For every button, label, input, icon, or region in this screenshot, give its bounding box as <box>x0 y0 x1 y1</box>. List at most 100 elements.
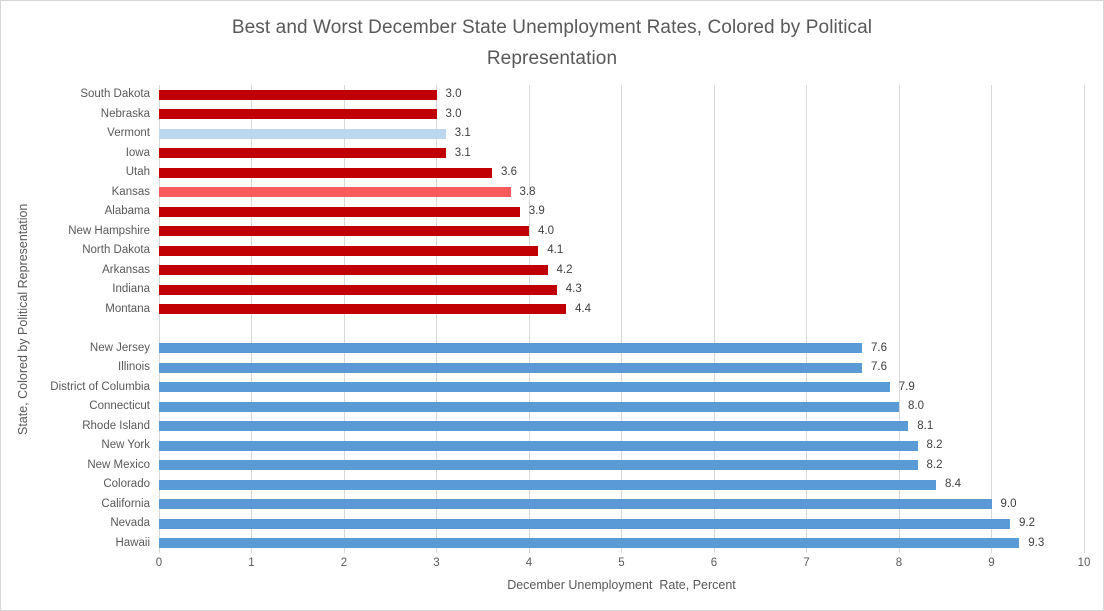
bar <box>159 89 437 100</box>
gridline-9 <box>991 85 992 553</box>
gridline-6 <box>713 85 715 553</box>
bar-row-vermont: Vermont 3.1 <box>107 124 1084 144</box>
value-label: 3.0 <box>445 107 462 120</box>
x-tick-label-5: 5 <box>618 557 625 569</box>
bar-row-connecticut: Connecticut 8.0 <box>89 397 1084 417</box>
state-label: New Mexico <box>87 458 150 471</box>
value-label: 7.6 <box>871 341 887 354</box>
state-label: New Hampshire <box>68 224 150 237</box>
gridline-7 <box>806 85 807 553</box>
bar <box>159 538 1020 548</box>
chart-title-line-2: Representation <box>486 48 618 69</box>
value-label: 9.0 <box>1000 497 1017 510</box>
bar <box>159 343 862 353</box>
bar <box>159 265 548 275</box>
bar <box>159 167 492 178</box>
state-label: Montana <box>105 302 150 315</box>
state-label: New Jersey <box>89 341 150 354</box>
bar-row-kansas: Kansas 3.8 <box>112 183 1084 203</box>
state-label: Nevada <box>110 517 150 529</box>
bar-row-california: California 9.0 <box>101 495 1084 515</box>
bar <box>159 440 918 451</box>
bar <box>159 226 529 236</box>
bar <box>159 382 890 392</box>
bar <box>159 128 446 139</box>
x-axis-ticks: 0 1 2 3 4 5 6 7 8 9 10 <box>155 557 1091 572</box>
value-label: 9.3 <box>1028 536 1045 549</box>
gridline-4 <box>528 85 530 553</box>
x-tick-label-8: 8 <box>895 557 903 569</box>
value-label: 3.9 <box>528 205 545 217</box>
bar <box>159 518 1010 529</box>
bar-row-arkansas: Arkansas 4.2 <box>102 261 1084 281</box>
bar-row-illinois: Illinois 7.6 <box>118 358 1084 378</box>
y-axis-title: State, Colored by Political Representati… <box>16 203 30 435</box>
bar <box>159 479 936 490</box>
value-label: 3.1 <box>454 127 471 139</box>
bar-row-nebraska: Nebraska 3.0 <box>101 105 1084 125</box>
value-label: 4.3 <box>565 283 582 295</box>
state-label: Illinois <box>118 361 150 373</box>
bar-row-hawaii: Hawaii 9.3 <box>115 534 1084 554</box>
value-label: 4.2 <box>556 263 573 276</box>
plot-area: South Dakota 3.0 Nebraska 3.0 Vermont 3.1 Iowa… <box>50 85 1085 554</box>
bar-row-new-york: New York 8.2 <box>101 436 1084 456</box>
value-label: 3.6 <box>501 166 517 178</box>
state-label: Nebraska <box>100 107 150 120</box>
state-label: Connecticut <box>89 400 150 412</box>
bar <box>159 401 899 412</box>
value-label: 3.1 <box>454 146 471 159</box>
value-label: 4.4 <box>575 302 591 315</box>
bar <box>159 304 566 314</box>
state-label: Rhode Island <box>82 419 150 432</box>
x-tick-label-3: 3 <box>433 557 440 569</box>
state-label: Vermont <box>107 127 150 139</box>
value-label: 4.1 <box>547 244 564 256</box>
gridline-5 <box>621 85 622 553</box>
bar <box>159 109 437 119</box>
gridline-0 <box>158 85 160 553</box>
bar <box>159 245 539 256</box>
x-tick-label-0: 0 <box>155 557 163 569</box>
value-label: 3.0 <box>445 88 462 100</box>
gridline-2 <box>343 85 345 553</box>
value-label: 7.6 <box>871 361 887 373</box>
value-label: 8.1 <box>917 419 934 432</box>
bar-row-new-jersey: New Jersey 7.6 <box>90 339 1084 359</box>
bar <box>159 206 520 217</box>
state-label: Alabama <box>104 205 150 217</box>
x-tick-label-9: 9 <box>988 557 995 569</box>
x-tick-label-7: 7 <box>803 557 810 569</box>
bar <box>159 148 446 158</box>
chart-title-line-1: Best and Worst December State Unemployme… <box>231 17 873 38</box>
bar <box>159 187 511 197</box>
state-label: California <box>101 497 150 510</box>
gridline-10 <box>1083 85 1085 553</box>
value-label: 3.8 <box>519 185 536 198</box>
gridline-3 <box>436 85 437 553</box>
state-label: South Dakota <box>80 88 150 100</box>
gridline-8 <box>898 85 900 553</box>
value-label: 7.9 <box>898 380 915 393</box>
bar-row-montana: Montana 4.4 <box>105 300 1084 320</box>
x-tick-label-2: 2 <box>340 557 348 569</box>
x-tick-label-10: 10 <box>1077 557 1091 569</box>
bar-row-rhode-island: Rhode Island 8.1 <box>82 417 1084 437</box>
state-label: Iowa <box>125 146 150 159</box>
value-label: 4.0 <box>538 224 554 237</box>
x-tick-label-1: 1 <box>248 557 255 569</box>
state-label: New York <box>101 439 150 451</box>
state-label: North Dakota <box>82 244 150 256</box>
bar-row-utah: Utah 3.6 <box>126 163 1084 183</box>
bar-row-north-dakota: North Dakota 4.1 <box>82 241 1084 261</box>
x-tick-label-4: 4 <box>525 557 533 569</box>
bar <box>159 421 909 431</box>
value-label: 8.2 <box>926 439 943 451</box>
bar <box>159 362 862 373</box>
bar <box>159 499 992 509</box>
bar-row-district-of-columbia: District of Columbia 7.9 <box>50 378 1084 398</box>
value-label: 9.2 <box>1019 517 1035 529</box>
bar-row-new-hampshire: New Hampshire 4.0 <box>68 222 1084 242</box>
state-label: Hawaii <box>115 536 150 549</box>
